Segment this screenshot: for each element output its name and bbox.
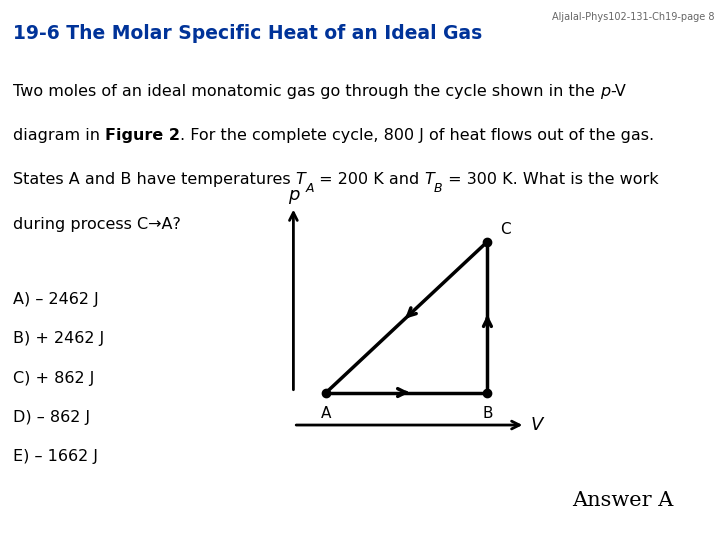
Text: A: A [305,182,314,195]
Text: D) – 862 J: D) – 862 J [13,410,90,425]
Text: Aljalal-Phys102-131-Ch19-page 8: Aljalal-Phys102-131-Ch19-page 8 [552,12,714,22]
Text: T: T [424,172,434,187]
Text: p: p [600,84,610,99]
Text: A: A [321,407,331,421]
Text: 19-6 The Molar Specific Heat of an Ideal Gas: 19-6 The Molar Specific Heat of an Ideal… [13,24,482,43]
Text: B) + 2462 J: B) + 2462 J [13,331,104,346]
Text: A: A [305,182,314,195]
Text: A) – 2462 J: A) – 2462 J [13,292,99,307]
Text: States A and B have temperatures: States A and B have temperatures [13,172,296,187]
Text: Answer A: Answer A [572,491,673,510]
Text: during process C→A?: during process C→A? [13,217,181,232]
Text: B: B [434,182,443,195]
Text: Two moles of an ideal monatomic gas go through the cycle shown in the p-V: Two moles of an ideal monatomic gas go t… [13,84,626,99]
Text: E) – 1662 J: E) – 1662 J [13,449,98,464]
Text: p: p [288,186,299,205]
Text: = 200 K and: = 200 K and [314,172,424,187]
Text: . For the complete cycle, 800 J of heat flows out of the gas.: . For the complete cycle, 800 J of heat … [180,128,654,143]
Text: -V: -V [610,84,626,99]
Text: diagram in: diagram in [13,128,105,143]
Text: Two moles of an ideal monatomic gas go through the cycle shown in the: Two moles of an ideal monatomic gas go t… [13,84,600,99]
Text: = 300 K. What is the work: = 300 K. What is the work [443,172,658,187]
Text: Figure 2: Figure 2 [105,128,180,143]
Text: T: T [296,172,305,187]
Text: C: C [500,222,510,237]
Text: V: V [530,416,543,434]
Text: B: B [482,407,492,421]
Text: B: B [434,182,443,195]
Text: C) + 862 J: C) + 862 J [13,370,94,386]
